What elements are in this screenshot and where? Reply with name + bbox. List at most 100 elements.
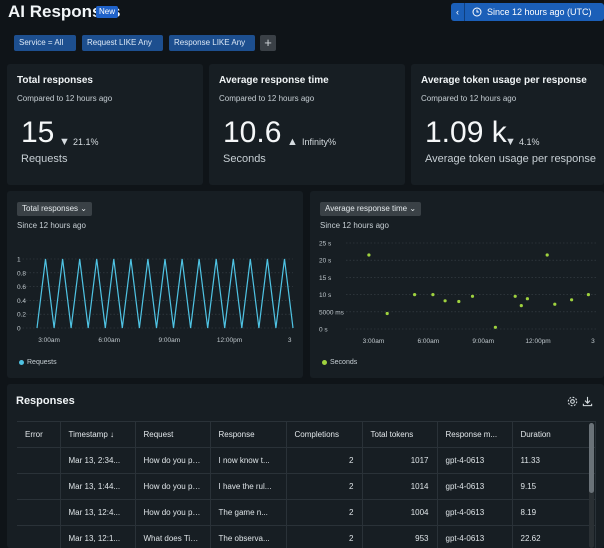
data-point (513, 294, 517, 298)
column-header-timestamp[interactable]: Timestamp ↓ (60, 421, 136, 448)
cell-response: The observa... (210, 525, 287, 548)
column-header-response[interactable]: Response (210, 421, 287, 448)
data-point (457, 299, 461, 304)
arrow-up-icon: ▲ (287, 136, 298, 148)
table-scrollbar[interactable] (589, 423, 594, 548)
gear-icon[interactable] (567, 396, 578, 407)
cell-response: I now know t... (210, 447, 287, 474)
column-header-completions[interactable]: Completions (286, 421, 363, 448)
x-tick-label: 3 (288, 337, 292, 344)
cell-total-tokens: 1017 (362, 447, 438, 474)
stat-card-total-responses: Total responses Compared to 12 hours ago… (7, 64, 203, 185)
add-filter-button[interactable]: + (260, 35, 276, 51)
new-badge: New (96, 6, 119, 18)
column-header-response-model[interactable]: Response m... (437, 421, 513, 448)
cell-total-tokens: 953 (362, 525, 438, 548)
cell-completions: 2 (286, 447, 363, 474)
cell-completions: 2 (286, 499, 363, 526)
legend-swatch (19, 359, 24, 365)
data-point (586, 293, 590, 297)
column-header-error[interactable]: Error (17, 421, 61, 448)
responses-title: Responses (16, 395, 75, 407)
data-point (431, 293, 435, 297)
cell-total-tokens: 1004 (362, 499, 438, 526)
column-header-request[interactable]: Request (135, 421, 211, 448)
time-range-picker[interactable]: ‹ Since 12 hours ago (UTC) (451, 3, 604, 21)
chart-metric-select[interactable]: Total responses ⌄ (17, 202, 92, 216)
filter-service[interactable]: Service = All (14, 35, 76, 51)
page-title: AI Responses (8, 2, 121, 21)
x-tick-label: 3 (591, 338, 595, 345)
cell-timestamp: Mar 13, 12:4... (60, 499, 136, 526)
chart-legend: Requests (19, 359, 57, 366)
x-tick-label: 3:00am (38, 337, 60, 344)
cell-duration: 9.15 (512, 473, 596, 500)
responses-table: Error Timestamp ↓ Request Response Compl… (17, 421, 596, 548)
cell-timestamp: Mar 13, 2:34... (60, 447, 136, 474)
column-header-duration[interactable]: Duration (512, 421, 596, 448)
stat-delta: 21.1% (73, 137, 99, 147)
y-tick-label: 0.4 (17, 298, 26, 305)
table-row[interactable]: Mar 13, 2:34... How do you play : I now … (17, 447, 596, 474)
cell-request: How do you play : (135, 447, 211, 474)
download-icon[interactable] (582, 396, 593, 407)
stat-card-average-token-usage: Average token usage per response Compare… (411, 64, 604, 185)
data-point (525, 297, 529, 301)
cell-response-model: gpt-4-0613 (437, 499, 513, 526)
data-point (570, 298, 574, 302)
y-tick-label: 15 s (319, 275, 332, 282)
x-tick-label: 9:00am (472, 338, 494, 345)
stat-unit: Requests (21, 153, 68, 165)
arrow-down-icon: ▼ (505, 136, 516, 148)
stat-value: 10.6 (223, 116, 282, 149)
cell-request: How do you play i (135, 499, 211, 526)
y-tick-label: 0 s (319, 327, 328, 334)
chart-metric-select[interactable]: Average response time ⌄ (320, 202, 422, 216)
stat-value: 15 (21, 116, 55, 149)
cell-response-model: gpt-4-0613 (437, 525, 513, 548)
y-tick-label: 5000 ms (319, 309, 345, 316)
x-tick-label: 6:00am (417, 338, 439, 345)
table-row[interactable]: Mar 13, 12:4... How do you play i The ga… (17, 499, 596, 526)
cell-total-tokens: 1014 (362, 473, 438, 500)
legend-label: Requests (27, 359, 57, 366)
chart-card-average-response-time: Average response time ⌄ Since 12 hours a… (310, 191, 604, 378)
legend-swatch (322, 359, 327, 365)
stat-unit: Average token usage per response (425, 153, 597, 165)
filter-response[interactable]: Response LIKE Any (169, 35, 255, 51)
page-header: AI Responses New ‹ Since 12 hours ago (U… (0, 0, 604, 26)
scrollbar-thumb[interactable] (589, 423, 594, 493)
cell-timestamp: Mar 13, 12:1... (60, 525, 136, 548)
table-row[interactable]: Mar 13, 12:1... What does Tic Tac The ob… (17, 525, 596, 548)
arrow-down-icon: ▼ (59, 136, 70, 148)
cell-error (17, 473, 61, 500)
x-tick-label: 3:00am (363, 338, 385, 345)
data-point (385, 311, 389, 316)
cell-error (17, 499, 61, 526)
x-tick-label: 6:00am (98, 337, 120, 344)
data-point (545, 253, 549, 257)
stat-delta: 4.1% (519, 137, 540, 147)
filter-request[interactable]: Request LIKE Any (82, 35, 163, 51)
chevron-left-icon[interactable]: ‹ (451, 3, 465, 21)
x-tick-label: 12:00pm (525, 338, 550, 345)
cell-duration: 8.19 (512, 499, 596, 526)
stat-delta: Infinity% (302, 137, 337, 147)
x-tick-label: 12:00pm (217, 337, 242, 344)
data-point (470, 294, 475, 298)
table-row[interactable]: Mar 13, 1:44... How do you play i I have… (17, 473, 596, 500)
y-tick-label: 20 s (319, 258, 332, 265)
cell-request: How do you play i (135, 473, 211, 500)
chart-legend: Seconds (322, 359, 357, 366)
stat-card-average-response-time: Average response time Compared to 12 hou… (209, 64, 405, 185)
stat-subtitle: Compared to 12 hours ago (219, 94, 315, 103)
y-tick-label: 0.2 (17, 312, 26, 319)
legend-label: Seconds (330, 359, 358, 366)
table-header-row: Error Timestamp ↓ Request Response Compl… (17, 421, 596, 448)
cell-response: The game n... (210, 499, 287, 526)
cell-error (17, 447, 61, 474)
data-point (493, 325, 497, 329)
y-tick-label: 10 s (319, 292, 332, 299)
data-point (443, 299, 447, 303)
column-header-total-tokens[interactable]: Total tokens (362, 421, 438, 448)
